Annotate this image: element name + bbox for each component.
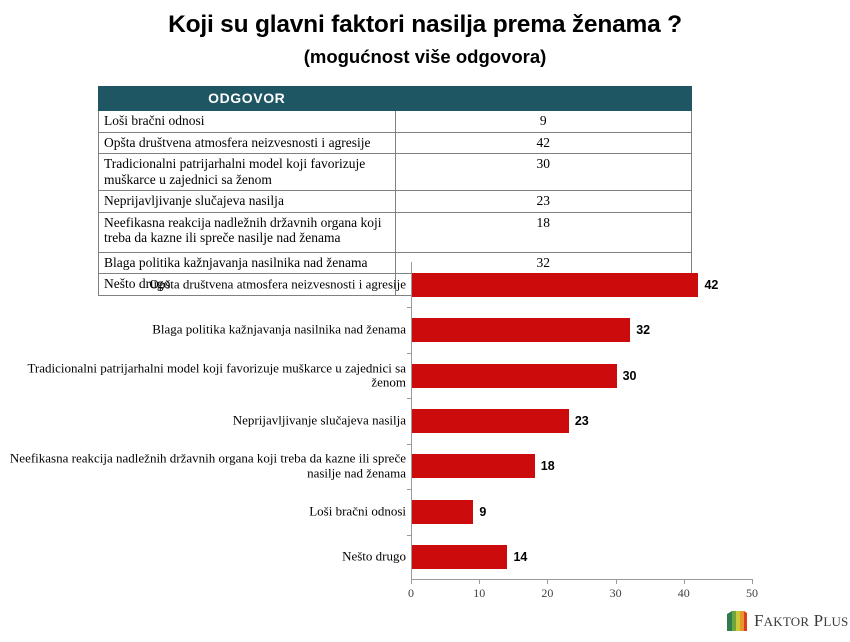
table-row: Tradicionalni patrijarhalni model koji f… xyxy=(98,153,692,192)
chart-bar xyxy=(412,454,535,479)
table-head: ODGOVOR xyxy=(98,85,692,112)
chart-category-label: Neprijavljivanje slučajeva nasilja xyxy=(232,412,406,428)
x-axis-tick-label: 50 xyxy=(746,586,758,600)
chart-bar xyxy=(412,363,617,388)
table-header-row: ODGOVOR xyxy=(98,85,692,112)
x-axis-tick xyxy=(479,580,481,584)
chart-category-label: Loši bračni odnosi xyxy=(309,503,406,519)
y-axis-tick xyxy=(407,534,411,536)
cell-answer: Tradicionalni patrijarhalni model koji f… xyxy=(98,153,396,192)
chart-bar-value: 30 xyxy=(622,368,637,383)
chart-plot-area: 42 32 30 23 18 9 14 0 10 20 30 40 50 xyxy=(407,262,758,600)
chart-bar-value: 42 xyxy=(704,277,719,292)
x-axis-tick xyxy=(411,580,412,584)
table-row: Loši bračni odnosi 9 xyxy=(98,110,692,133)
y-axis-tick xyxy=(407,489,411,491)
cell-value: 42 xyxy=(394,131,692,155)
table-row: Neprijavljivanje slučajeva nasilja 23 xyxy=(98,190,692,213)
chart-category-label: Opšta društvena atmosfera neizvesnosti i… xyxy=(149,276,406,292)
column-header-answer: ODGOVOR xyxy=(98,85,396,112)
page-title: Koji su glavni faktori nasilja prema žen… xyxy=(168,11,682,38)
title-block: Koji su glavni faktori nasilja prema žen… xyxy=(0,11,850,67)
y-axis-line xyxy=(411,262,412,580)
table-row: Opšta društvena atmosfera neizvesnosti i… xyxy=(98,131,692,155)
table-row: Neefikasna reakcija nadležnih državnih o… xyxy=(98,211,692,253)
cell-answer: Opšta društvena atmosfera neizvesnosti i… xyxy=(98,131,396,155)
cell-answer: Nešto drugo xyxy=(98,273,396,296)
faktor-plus-logo: FAKTOR PLUS xyxy=(724,606,848,636)
chart-bar-value: 23 xyxy=(574,414,589,428)
logo-mark-icon xyxy=(727,611,747,631)
chart-category-labels: Opšta društvena atmosfera neizvesnosti i… xyxy=(0,262,406,580)
page-subtitle: (mogućnost više odgovora) xyxy=(303,45,547,67)
table-body: Loši bračni odnosi 9 Opšta društvena atm… xyxy=(98,110,692,296)
x-axis-tick-label: 40 xyxy=(677,586,690,600)
chart-bar-value: 18 xyxy=(540,459,555,474)
chart-bar xyxy=(412,272,699,297)
column-header-value xyxy=(394,85,692,112)
y-axis-tick xyxy=(407,352,411,354)
cell-answer: Neprijavljivanje slučajeva nasilja xyxy=(98,190,396,213)
chart-category-label: Nešto drugo xyxy=(342,549,406,565)
cell-value: 18 xyxy=(394,211,692,253)
answers-table: ODGOVOR Loši bračni odnosi 9 Opšta društ… xyxy=(98,85,692,296)
y-axis-tick xyxy=(407,398,411,400)
cell-value: 23 xyxy=(394,190,692,213)
x-axis-line xyxy=(411,579,753,580)
chart-category-label: Neefikasna reakcija nadležnih državnih o… xyxy=(9,450,406,481)
chart-bar xyxy=(412,318,631,343)
x-axis-tick-label: 20 xyxy=(541,586,554,600)
y-axis-tick xyxy=(407,443,411,445)
x-axis-tick xyxy=(547,580,549,584)
chart-bar xyxy=(412,409,569,433)
chart-bar-value: 9 xyxy=(479,504,487,519)
cell-value: 9 xyxy=(394,110,692,133)
bar-chart: Opšta društvena atmosfera neizvesnosti i… xyxy=(0,262,850,602)
x-axis-tick xyxy=(615,580,617,584)
chart-bar-value: 32 xyxy=(636,323,651,338)
cell-answer: Neefikasna reakcija nadležnih državnih o… xyxy=(98,211,396,253)
chart-category-label: Blaga politika kažnjavanja nasilnika nad… xyxy=(152,321,406,337)
x-axis-tick xyxy=(683,580,685,584)
x-axis-tick xyxy=(752,580,753,584)
chart-bar xyxy=(412,545,508,570)
y-axis-tick xyxy=(407,307,411,309)
x-axis-tick-label: 10 xyxy=(473,586,486,600)
chart-bar xyxy=(412,499,474,524)
logo-text: FAKTOR PLUS xyxy=(754,611,849,630)
x-axis-tick-label: 0 xyxy=(408,586,414,600)
x-axis-tick-label: 30 xyxy=(609,586,622,600)
cell-answer: Loši bračni odnosi xyxy=(98,110,396,133)
cell-value: 30 xyxy=(394,153,692,192)
chart-category-label: Tradicionalni patrijarhalni model koji f… xyxy=(27,360,406,390)
chart-bar-value: 14 xyxy=(513,550,528,565)
